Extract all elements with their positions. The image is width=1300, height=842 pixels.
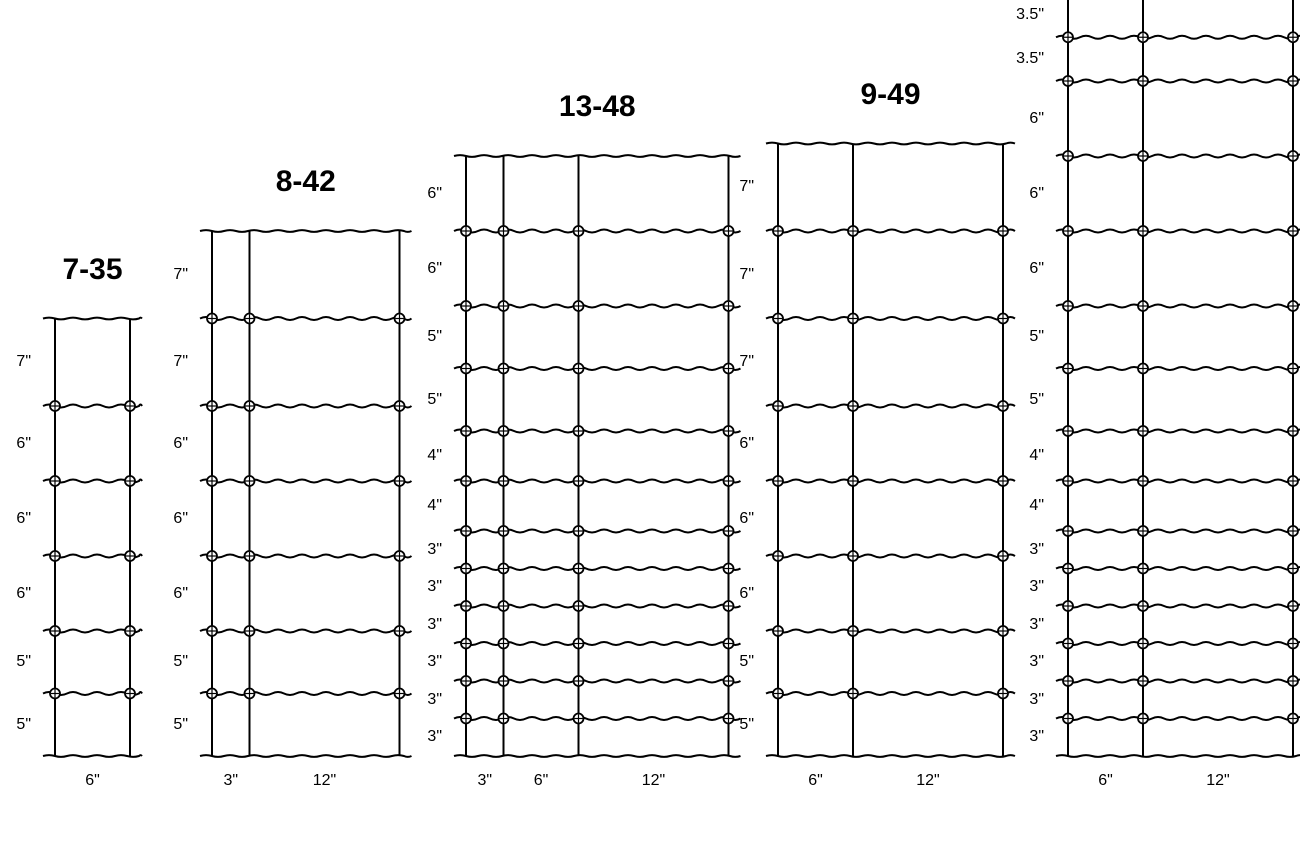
row-spacing-label: 6" [173, 585, 188, 603]
col-spacing-label: 12" [1206, 772, 1229, 790]
col-spacing-label: 6" [1098, 772, 1113, 790]
row-spacing-label: 5" [173, 653, 188, 671]
row-spacing-label: 3" [1029, 691, 1044, 709]
fence-svg [0, 0, 1300, 842]
row-spacing-label: 4" [427, 497, 442, 515]
row-spacing-label: 3.5" [1016, 6, 1044, 24]
fence-7-35 [43, 318, 142, 757]
fence-16-61 [1056, 0, 1300, 757]
row-spacing-label: 5" [16, 653, 31, 671]
row-spacing-label: 3" [427, 691, 442, 709]
row-spacing-label: 3" [427, 616, 442, 634]
row-spacing-label: 5" [739, 716, 754, 734]
row-spacing-label: 6" [427, 185, 442, 203]
row-spacing-label: 5" [173, 716, 188, 734]
row-spacing-label: 4" [427, 447, 442, 465]
col-spacing-label: 6" [808, 772, 823, 790]
row-spacing-label: 3" [427, 541, 442, 559]
fence-13-48 [454, 155, 741, 757]
fence-title: 7-35 [62, 253, 122, 287]
row-spacing-label: 6" [1029, 110, 1044, 128]
row-spacing-label: 5" [427, 391, 442, 409]
row-spacing-label: 6" [739, 510, 754, 528]
row-spacing-label: 6" [173, 435, 188, 453]
row-spacing-label: 6" [1029, 185, 1044, 203]
row-spacing-label: 6" [739, 585, 754, 603]
row-spacing-label: 3" [1029, 616, 1044, 634]
row-spacing-label: 3" [427, 728, 442, 746]
row-spacing-label: 5" [16, 716, 31, 734]
row-spacing-label: 6" [16, 435, 31, 453]
row-spacing-label: 3" [1029, 728, 1044, 746]
col-spacing-label: 12" [642, 772, 665, 790]
fence-title: 8-42 [276, 165, 336, 199]
row-spacing-label: 4" [1029, 447, 1044, 465]
row-spacing-label: 3" [427, 653, 442, 671]
row-spacing-label: 4" [1029, 497, 1044, 515]
diagram-canvas: 7-35 5" 5" 6" 6" 6" 7" 6" 8-42 5" 5" 6" 6" 6" 7" 7" 3" 12… [0, 0, 1300, 842]
fence-9-49 [766, 143, 1015, 757]
row-spacing-label: 6" [173, 510, 188, 528]
row-spacing-label: 7" [739, 266, 754, 284]
row-spacing-label: 6" [16, 585, 31, 603]
row-spacing-label: 5" [739, 653, 754, 671]
col-spacing-label: 6" [85, 772, 100, 790]
row-spacing-label: 7" [16, 353, 31, 371]
row-spacing-label: 3" [1029, 541, 1044, 559]
col-spacing-label: 12" [916, 772, 939, 790]
col-spacing-label: 6" [534, 772, 549, 790]
row-spacing-label: 7" [739, 353, 754, 371]
row-spacing-label: 3.5" [1016, 50, 1044, 68]
row-spacing-label: 6" [739, 435, 754, 453]
col-spacing-label: 12" [313, 772, 336, 790]
row-spacing-label: 7" [173, 266, 188, 284]
row-spacing-label: 6" [427, 260, 442, 278]
row-spacing-label: 7" [739, 178, 754, 196]
row-spacing-label: 5" [1029, 391, 1044, 409]
row-spacing-label: 5" [427, 328, 442, 346]
row-spacing-label: 6" [16, 510, 31, 528]
row-spacing-label: 3" [427, 578, 442, 596]
row-spacing-label: 3" [1029, 653, 1044, 671]
col-spacing-label: 3" [223, 772, 238, 790]
row-spacing-label: 7" [173, 353, 188, 371]
row-spacing-label: 5" [1029, 328, 1044, 346]
col-spacing-label: 3" [477, 772, 492, 790]
row-spacing-label: 3" [1029, 578, 1044, 596]
fence-title: 9-49 [860, 78, 920, 112]
fence-title: 13-48 [559, 90, 636, 124]
fence-8-42 [200, 230, 412, 757]
row-spacing-label: 6" [1029, 260, 1044, 278]
